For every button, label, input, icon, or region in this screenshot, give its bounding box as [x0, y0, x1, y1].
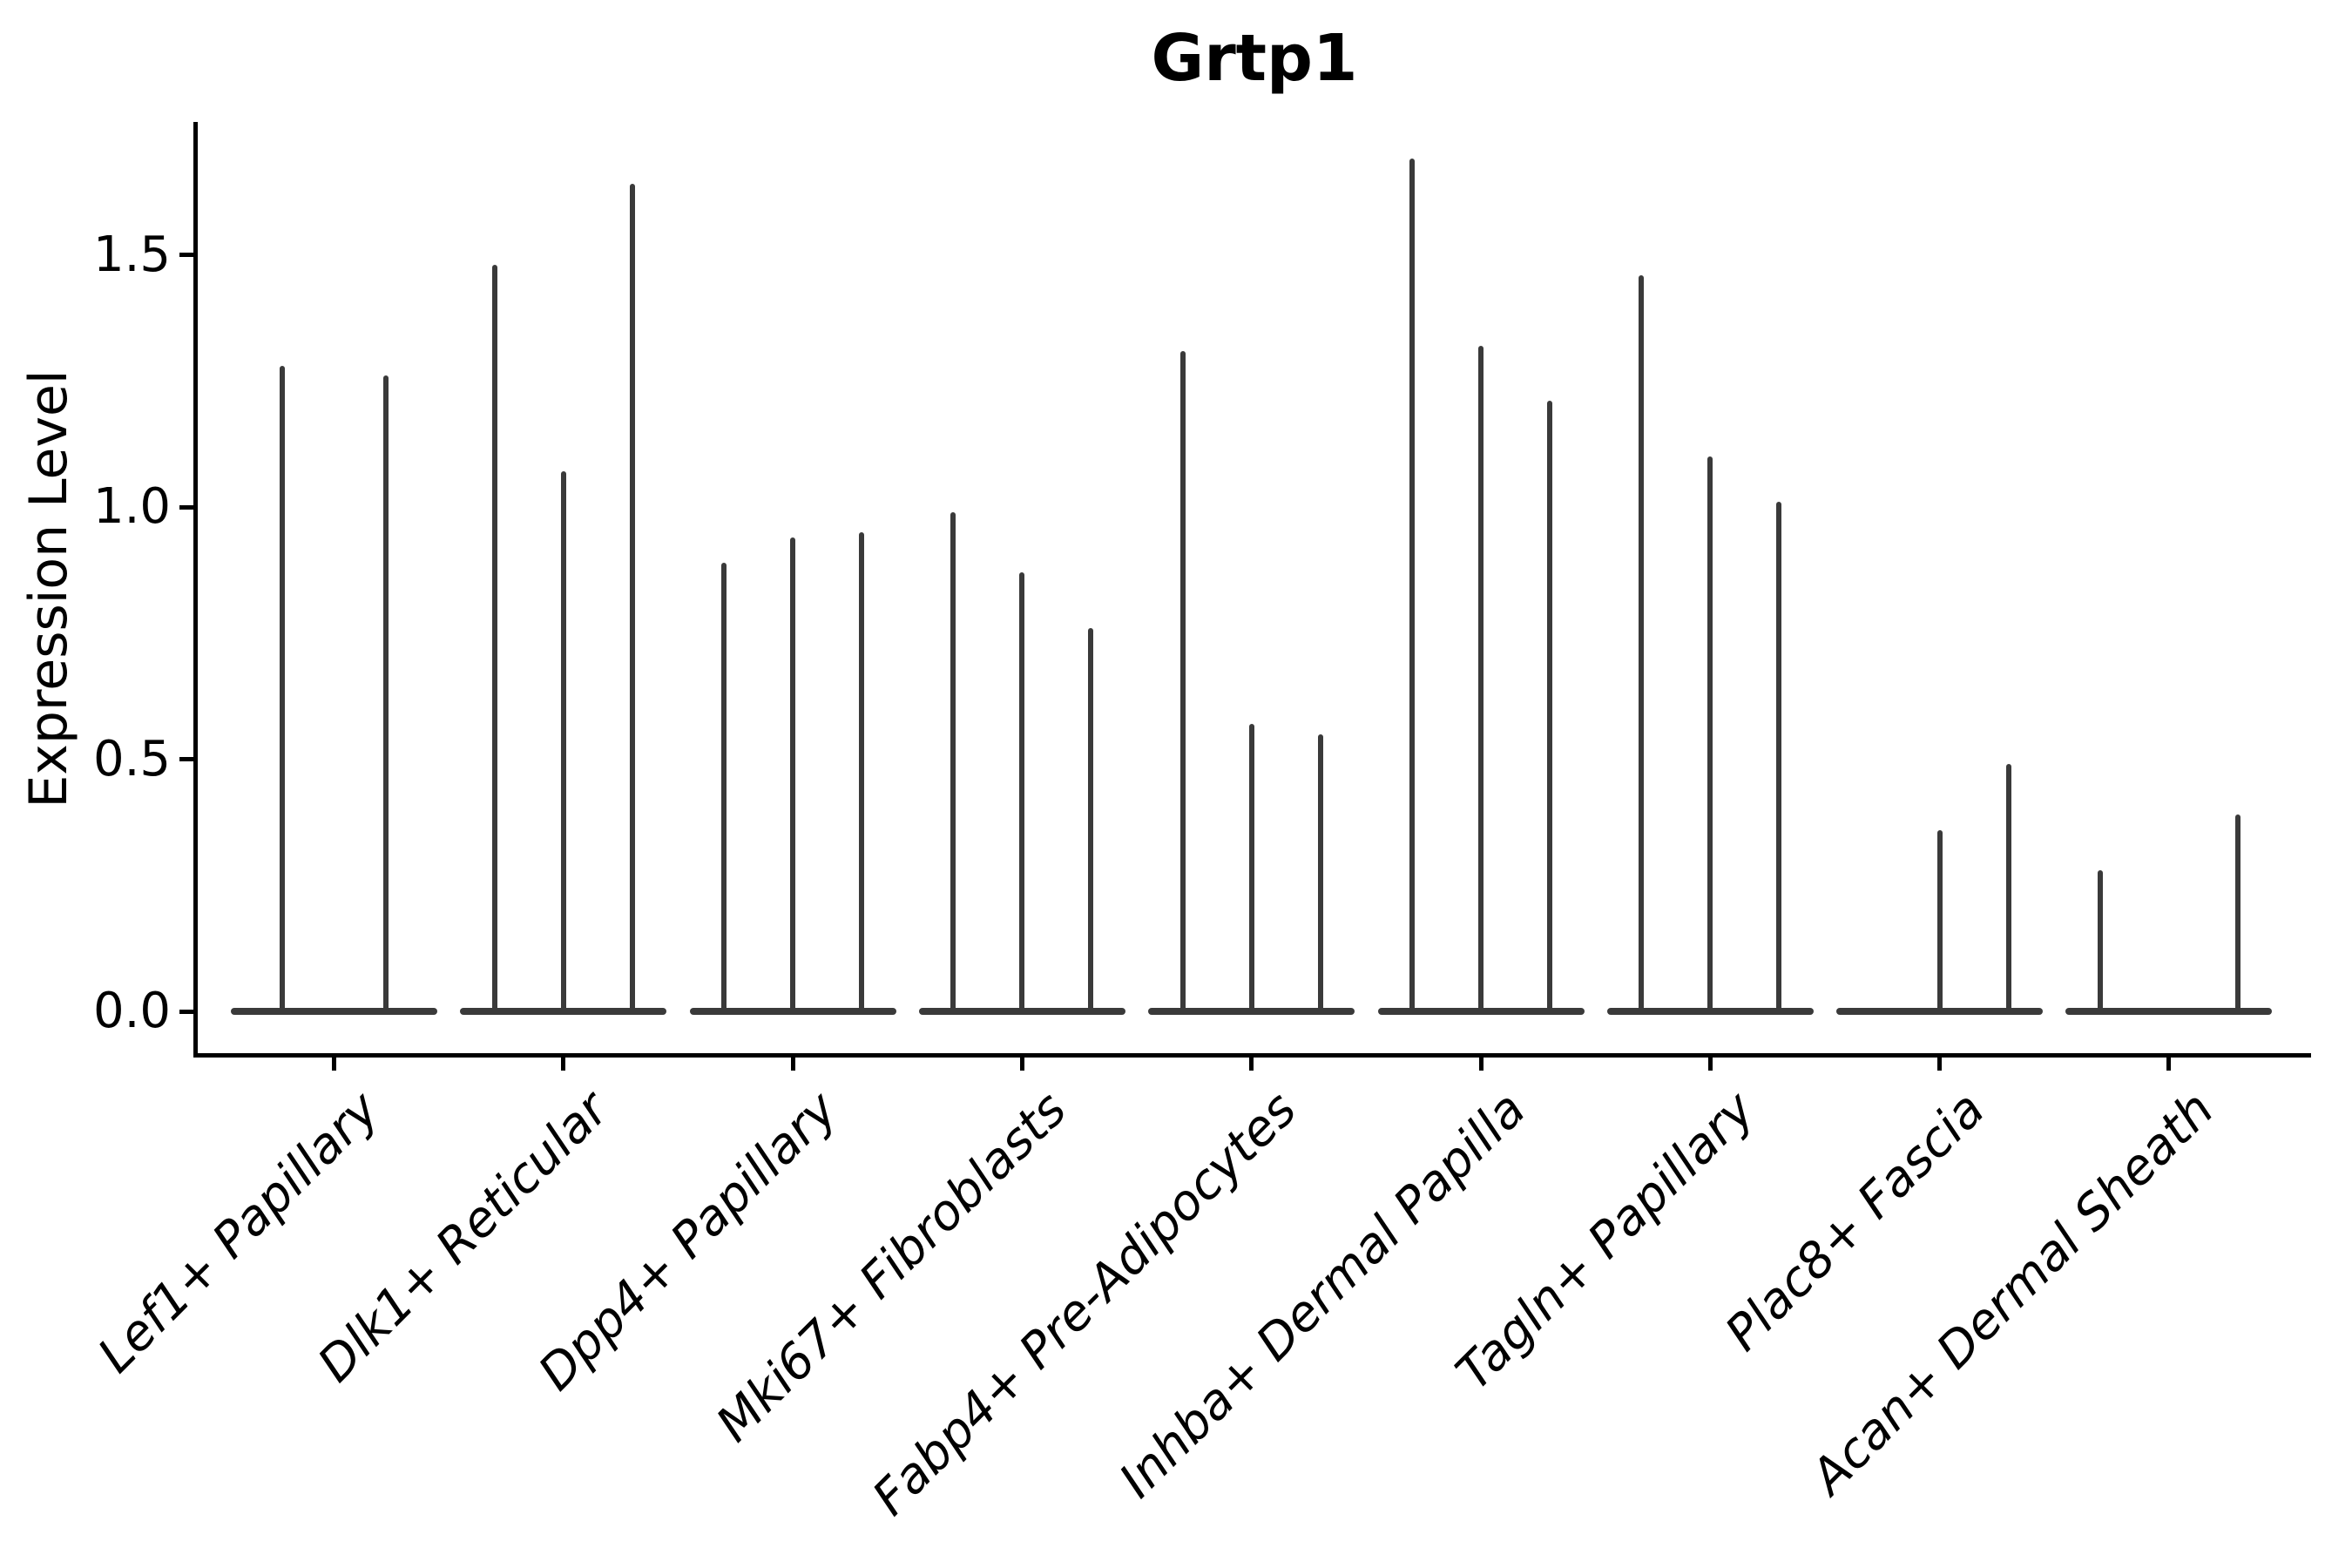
x-tick — [1937, 1057, 1943, 1071]
y-tick — [179, 504, 193, 510]
x-tick — [790, 1057, 795, 1071]
violin-spike — [790, 537, 796, 1014]
x-tick — [1249, 1057, 1254, 1071]
violin-spike — [1179, 350, 1186, 1014]
violin-baseline — [2065, 1008, 2273, 1015]
violin-spike — [1707, 456, 1713, 1014]
x-tick — [1478, 1057, 1484, 1071]
x-tick — [561, 1057, 566, 1071]
y-tick-label: 0.5 — [92, 730, 171, 787]
violin-spike — [2234, 814, 2240, 1014]
y-tick-label: 1.0 — [92, 478, 171, 535]
violin-spike — [950, 511, 956, 1014]
x-tick-label: Acan+ Dermal Sheath — [1800, 1081, 2225, 1505]
violin-spike — [1317, 733, 1323, 1014]
x-tick-label: Plac8+ Fascia — [1714, 1081, 1996, 1362]
y-axis-spine — [193, 122, 198, 1058]
violin-spike — [382, 375, 389, 1014]
violin-spike — [629, 184, 635, 1014]
violin-spike — [1936, 829, 1943, 1014]
violin-spike — [859, 531, 865, 1014]
x-axis-spine — [193, 1052, 2311, 1058]
violin-spike — [2005, 764, 2011, 1014]
violin-spike — [1639, 274, 1645, 1014]
y-tick-label: 1.5 — [92, 226, 171, 283]
x-tick — [1707, 1057, 1713, 1071]
violin-spike — [560, 471, 566, 1014]
y-tick — [179, 757, 193, 761]
violin-spike — [1088, 627, 1094, 1014]
x-tick-label: Inhba+ Dermal Papilla — [1108, 1081, 1537, 1510]
violin-spike — [1478, 345, 1484, 1014]
violin-spike — [491, 265, 497, 1014]
violin-spike — [2097, 869, 2103, 1014]
x-tick-label: Mki67+ Fibroblasts — [706, 1081, 1078, 1453]
y-tick-label: 0.0 — [92, 983, 171, 1039]
violin-spike — [721, 562, 727, 1014]
violin-spike — [1019, 572, 1025, 1014]
x-tick-label: Dlk1+ Reticular — [307, 1081, 619, 1394]
x-tick-label: Fabp4+ Pre-Adipocytes — [862, 1081, 1308, 1527]
violin-baseline — [231, 1008, 437, 1015]
y-tick — [179, 1009, 193, 1014]
violin-spike — [1776, 502, 1782, 1014]
chart-title: Grtp1 — [1151, 21, 1358, 96]
y-tick — [179, 253, 193, 257]
x-tick-label: Dpp4+ Papillary — [528, 1081, 849, 1402]
x-tick-label: Tagln+ Papillary — [1445, 1081, 1767, 1402]
violin-spike — [1409, 159, 1415, 1014]
x-tick — [1019, 1057, 1024, 1071]
violin-spike — [280, 365, 286, 1014]
violin-spike — [1547, 401, 1552, 1014]
x-tick — [2166, 1057, 2172, 1071]
violin-spike — [1248, 723, 1254, 1014]
x-tick — [332, 1057, 336, 1071]
